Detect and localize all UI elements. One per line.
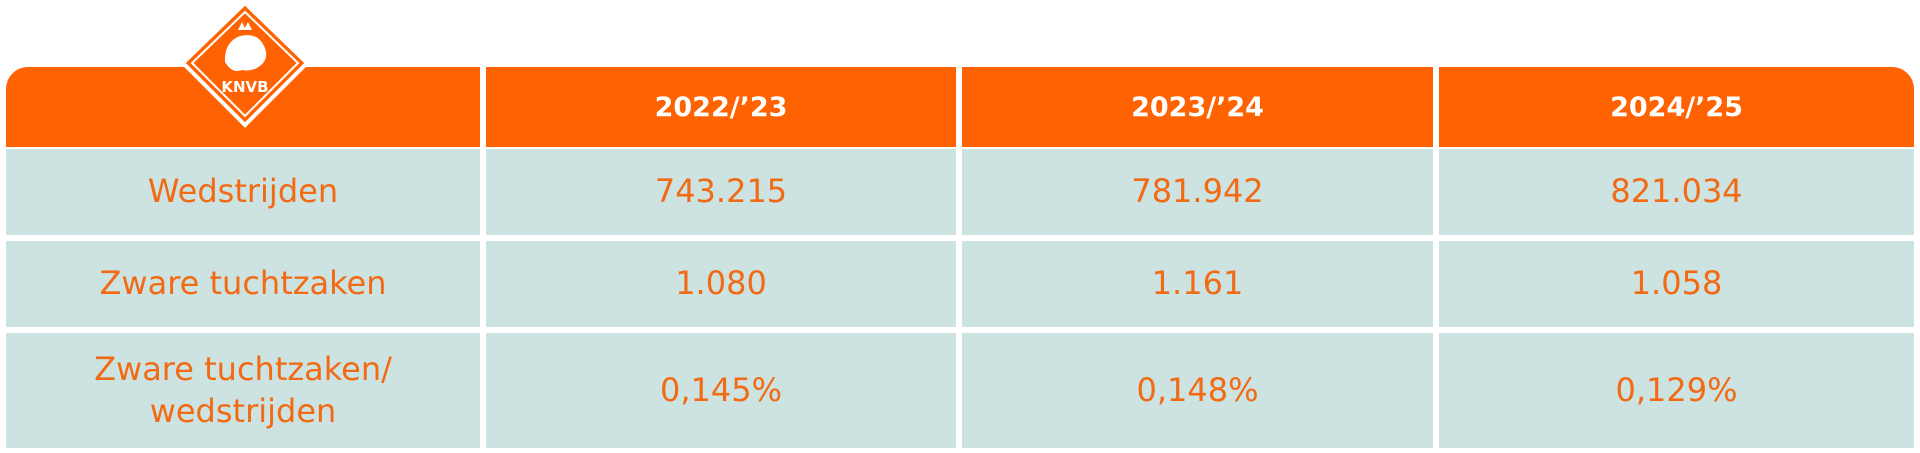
column-header-text: 2024/’25: [1610, 91, 1743, 123]
logo-crown: [238, 22, 252, 30]
cell-value: 743.215: [486, 149, 956, 235]
cell-value-text: 0,129%: [1615, 370, 1738, 409]
cell-value: 1.080: [486, 241, 956, 327]
row-label: Wedstrijden: [6, 149, 480, 235]
cell-value-text: 821.034: [1610, 172, 1743, 211]
cell-value: 0,145%: [486, 333, 956, 448]
row-label-text: Zware tuchtzaken: [99, 264, 387, 303]
cell-value-text: 0,145%: [659, 370, 782, 409]
cell-value: 0,148%: [962, 333, 1433, 448]
column-header: 2024/’25: [1439, 67, 1914, 147]
logo-text: KNVB: [221, 78, 268, 96]
cell-value-text: 0,148%: [1136, 370, 1259, 409]
row-label: Zware tuchtzaken: [6, 241, 480, 327]
cell-value: 1.161: [962, 241, 1433, 327]
cell-value: 1.058: [1439, 241, 1914, 327]
cell-value-text: 1.161: [1151, 264, 1244, 303]
column-header: 2023/’24: [962, 67, 1433, 147]
column-header-text: 2023/’24: [1131, 91, 1264, 123]
cell-value-text: 1.058: [1630, 264, 1723, 303]
cell-value-text: 781.942: [1131, 172, 1264, 211]
row-label-text: Wedstrijden: [147, 172, 339, 211]
cell-value: 821.034: [1439, 149, 1914, 235]
logo-inner: [190, 10, 300, 118]
cell-value: 0,129%: [1439, 333, 1914, 448]
row-label: Zware tuchtzaken/ wedstrijden: [6, 333, 480, 448]
cell-value-text: 743.215: [654, 172, 788, 211]
logo: KNVB: [180, 0, 310, 128]
column-header-text: 2022/’23: [654, 91, 788, 123]
cell-value: 781.942: [962, 149, 1433, 235]
column-header: 2022/’23: [486, 67, 956, 147]
logo-lion: [224, 35, 267, 71]
row-label-text: Zware tuchtzaken/ wedstrijden: [94, 349, 392, 430]
cell-value-text: 1.080: [675, 264, 767, 303]
